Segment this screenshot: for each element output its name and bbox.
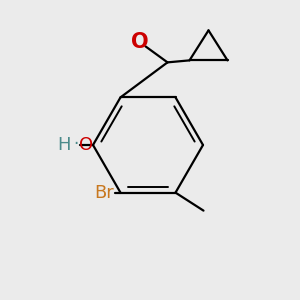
Text: O: O: [79, 136, 93, 154]
Text: O: O: [131, 32, 148, 52]
Text: ·: ·: [74, 135, 79, 153]
Text: H: H: [57, 136, 71, 154]
Text: Br: Br: [94, 184, 114, 202]
